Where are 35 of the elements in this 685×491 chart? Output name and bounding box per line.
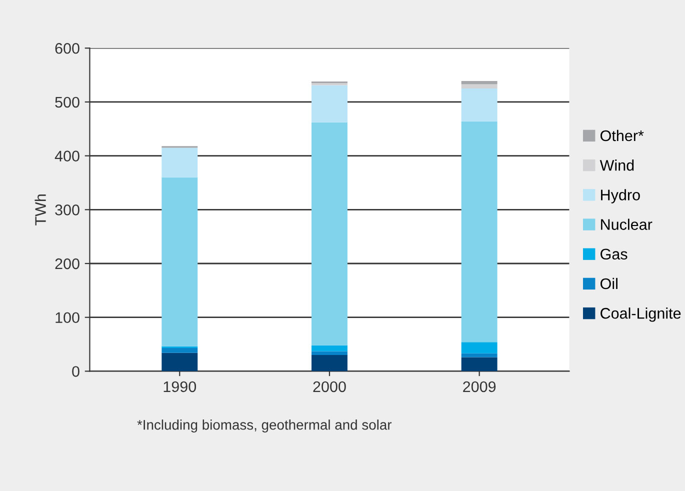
legend-label: Oil (600, 278, 618, 290)
legend-label: Nuclear (601, 218, 652, 230)
bar (162, 352, 198, 372)
bar (461, 121, 498, 342)
y-tick-label: 500 (55, 96, 80, 108)
y-axis-title: TWh (34, 194, 46, 226)
legend-label: Other* (600, 130, 644, 142)
legend-label: Hydro (601, 189, 640, 204)
bar (461, 353, 498, 358)
bar (162, 177, 198, 346)
x-tick-label: 1990 (164, 381, 196, 392)
bar (461, 88, 498, 122)
text: *Including biomass, geothermal and solar (137, 420, 392, 433)
y-tick-label: 100 (56, 312, 80, 324)
legend-label: Gas (600, 248, 628, 260)
bar (461, 80, 498, 84)
bar (312, 122, 348, 346)
bar (312, 355, 348, 372)
x-tick-label: 2009 (463, 381, 496, 392)
bar (162, 348, 198, 353)
bar (461, 357, 498, 372)
y-tick-label: 200 (55, 258, 80, 270)
y-tick-label: 400 (54, 150, 80, 162)
bar (312, 351, 348, 356)
y-tick-label: 0 (72, 366, 80, 377)
y-tick-label: 600 (55, 42, 80, 54)
bar (461, 342, 498, 354)
legend-label: Wind (600, 160, 634, 171)
x-tick-label: 2000 (313, 381, 346, 392)
bar (162, 148, 198, 178)
bar (312, 345, 348, 352)
y-tick-label: 300 (55, 204, 80, 216)
legend-label: Coal-Lignite (600, 308, 681, 322)
bar (461, 84, 498, 89)
bar (312, 85, 348, 122)
